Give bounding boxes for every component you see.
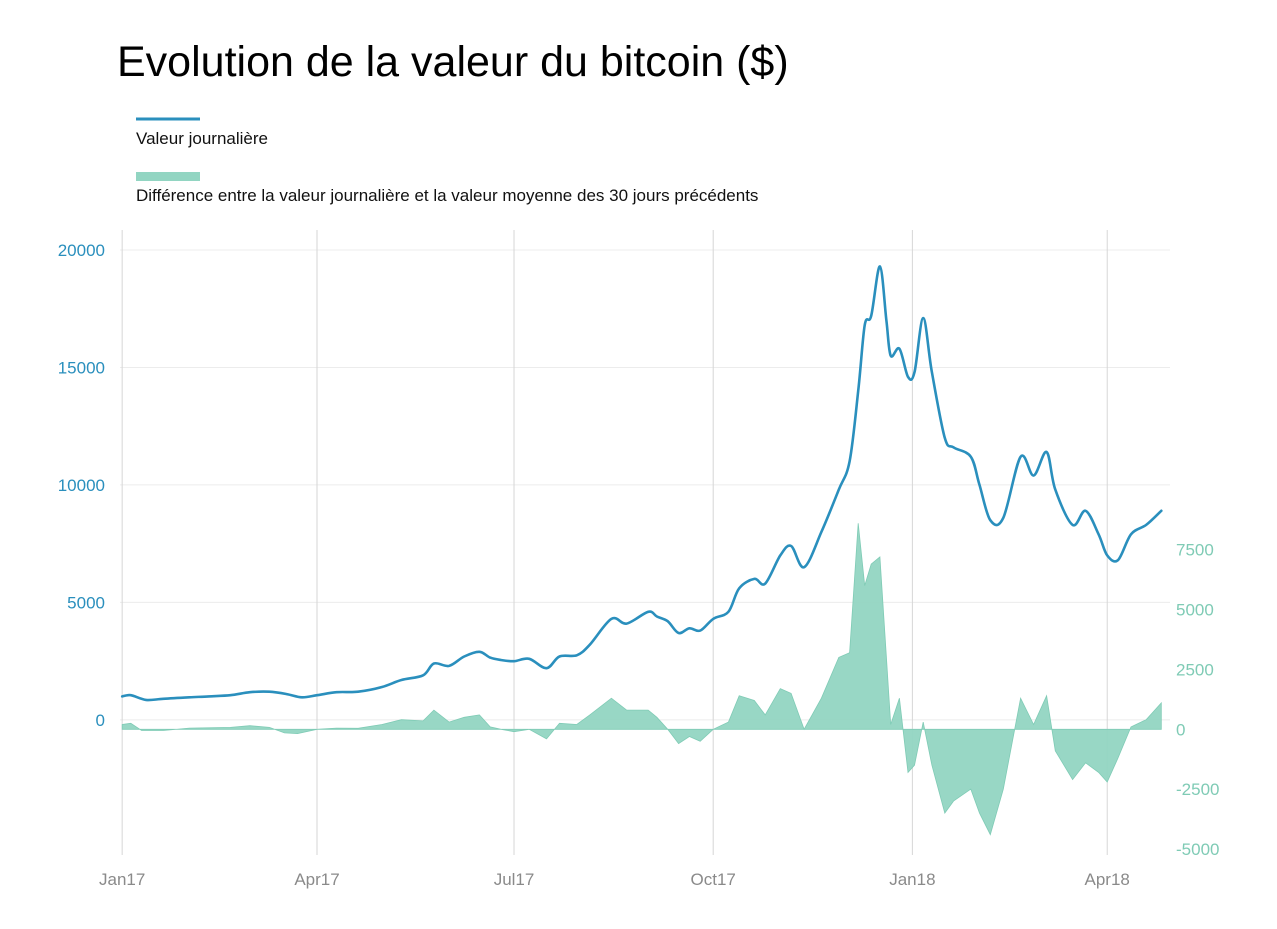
left-tick-label: 20000 (58, 241, 105, 260)
left-tick-label: 0 (96, 711, 105, 730)
legend-label-difference: Différence entre la valeur journalière e… (136, 186, 758, 205)
x-axis-ticks: Jan17 Apr17 Jul17 Oct17 Jan18 Apr18 (99, 870, 1130, 889)
x-tick-label: Oct17 (691, 870, 736, 889)
right-tick-label: -5000 (1176, 840, 1219, 859)
chart-title: Evolution de la valeur du bitcoin ($) (117, 38, 789, 86)
daily-value-line (120, 265, 1163, 702)
right-tick-label: 0 (1176, 720, 1185, 739)
x-tick-label: Jan17 (99, 870, 145, 889)
left-tick-label: 10000 (58, 476, 105, 495)
daily-value-line-layer (120, 265, 1163, 702)
x-tick-label: Apr18 (1085, 870, 1130, 889)
right-tick-label: -2500 (1176, 780, 1219, 799)
right-tick-label: 2500 (1176, 660, 1214, 679)
legend-area-swatch (136, 172, 200, 181)
x-tick-label: Jan18 (889, 870, 935, 889)
grid (120, 230, 1170, 855)
left-tick-label: 5000 (67, 593, 105, 612)
right-tick-label: 7500 (1176, 541, 1214, 560)
right-axis-ticks: -5000 -2500 0 2500 5000 7500 (1176, 541, 1219, 859)
right-tick-label: 5000 (1176, 601, 1214, 620)
legend: Valeur journalière Différence entre la v… (136, 117, 758, 205)
x-tick-label: Apr17 (294, 870, 339, 889)
legend-label-daily-value: Valeur journalière (136, 129, 268, 148)
left-tick-label: 15000 (58, 358, 105, 377)
difference-area-layer (121, 523, 1162, 836)
x-tick-label: Jul17 (494, 870, 535, 889)
left-axis-ticks: 0 5000 10000 15000 20000 (58, 241, 105, 730)
difference-area (121, 523, 1162, 836)
